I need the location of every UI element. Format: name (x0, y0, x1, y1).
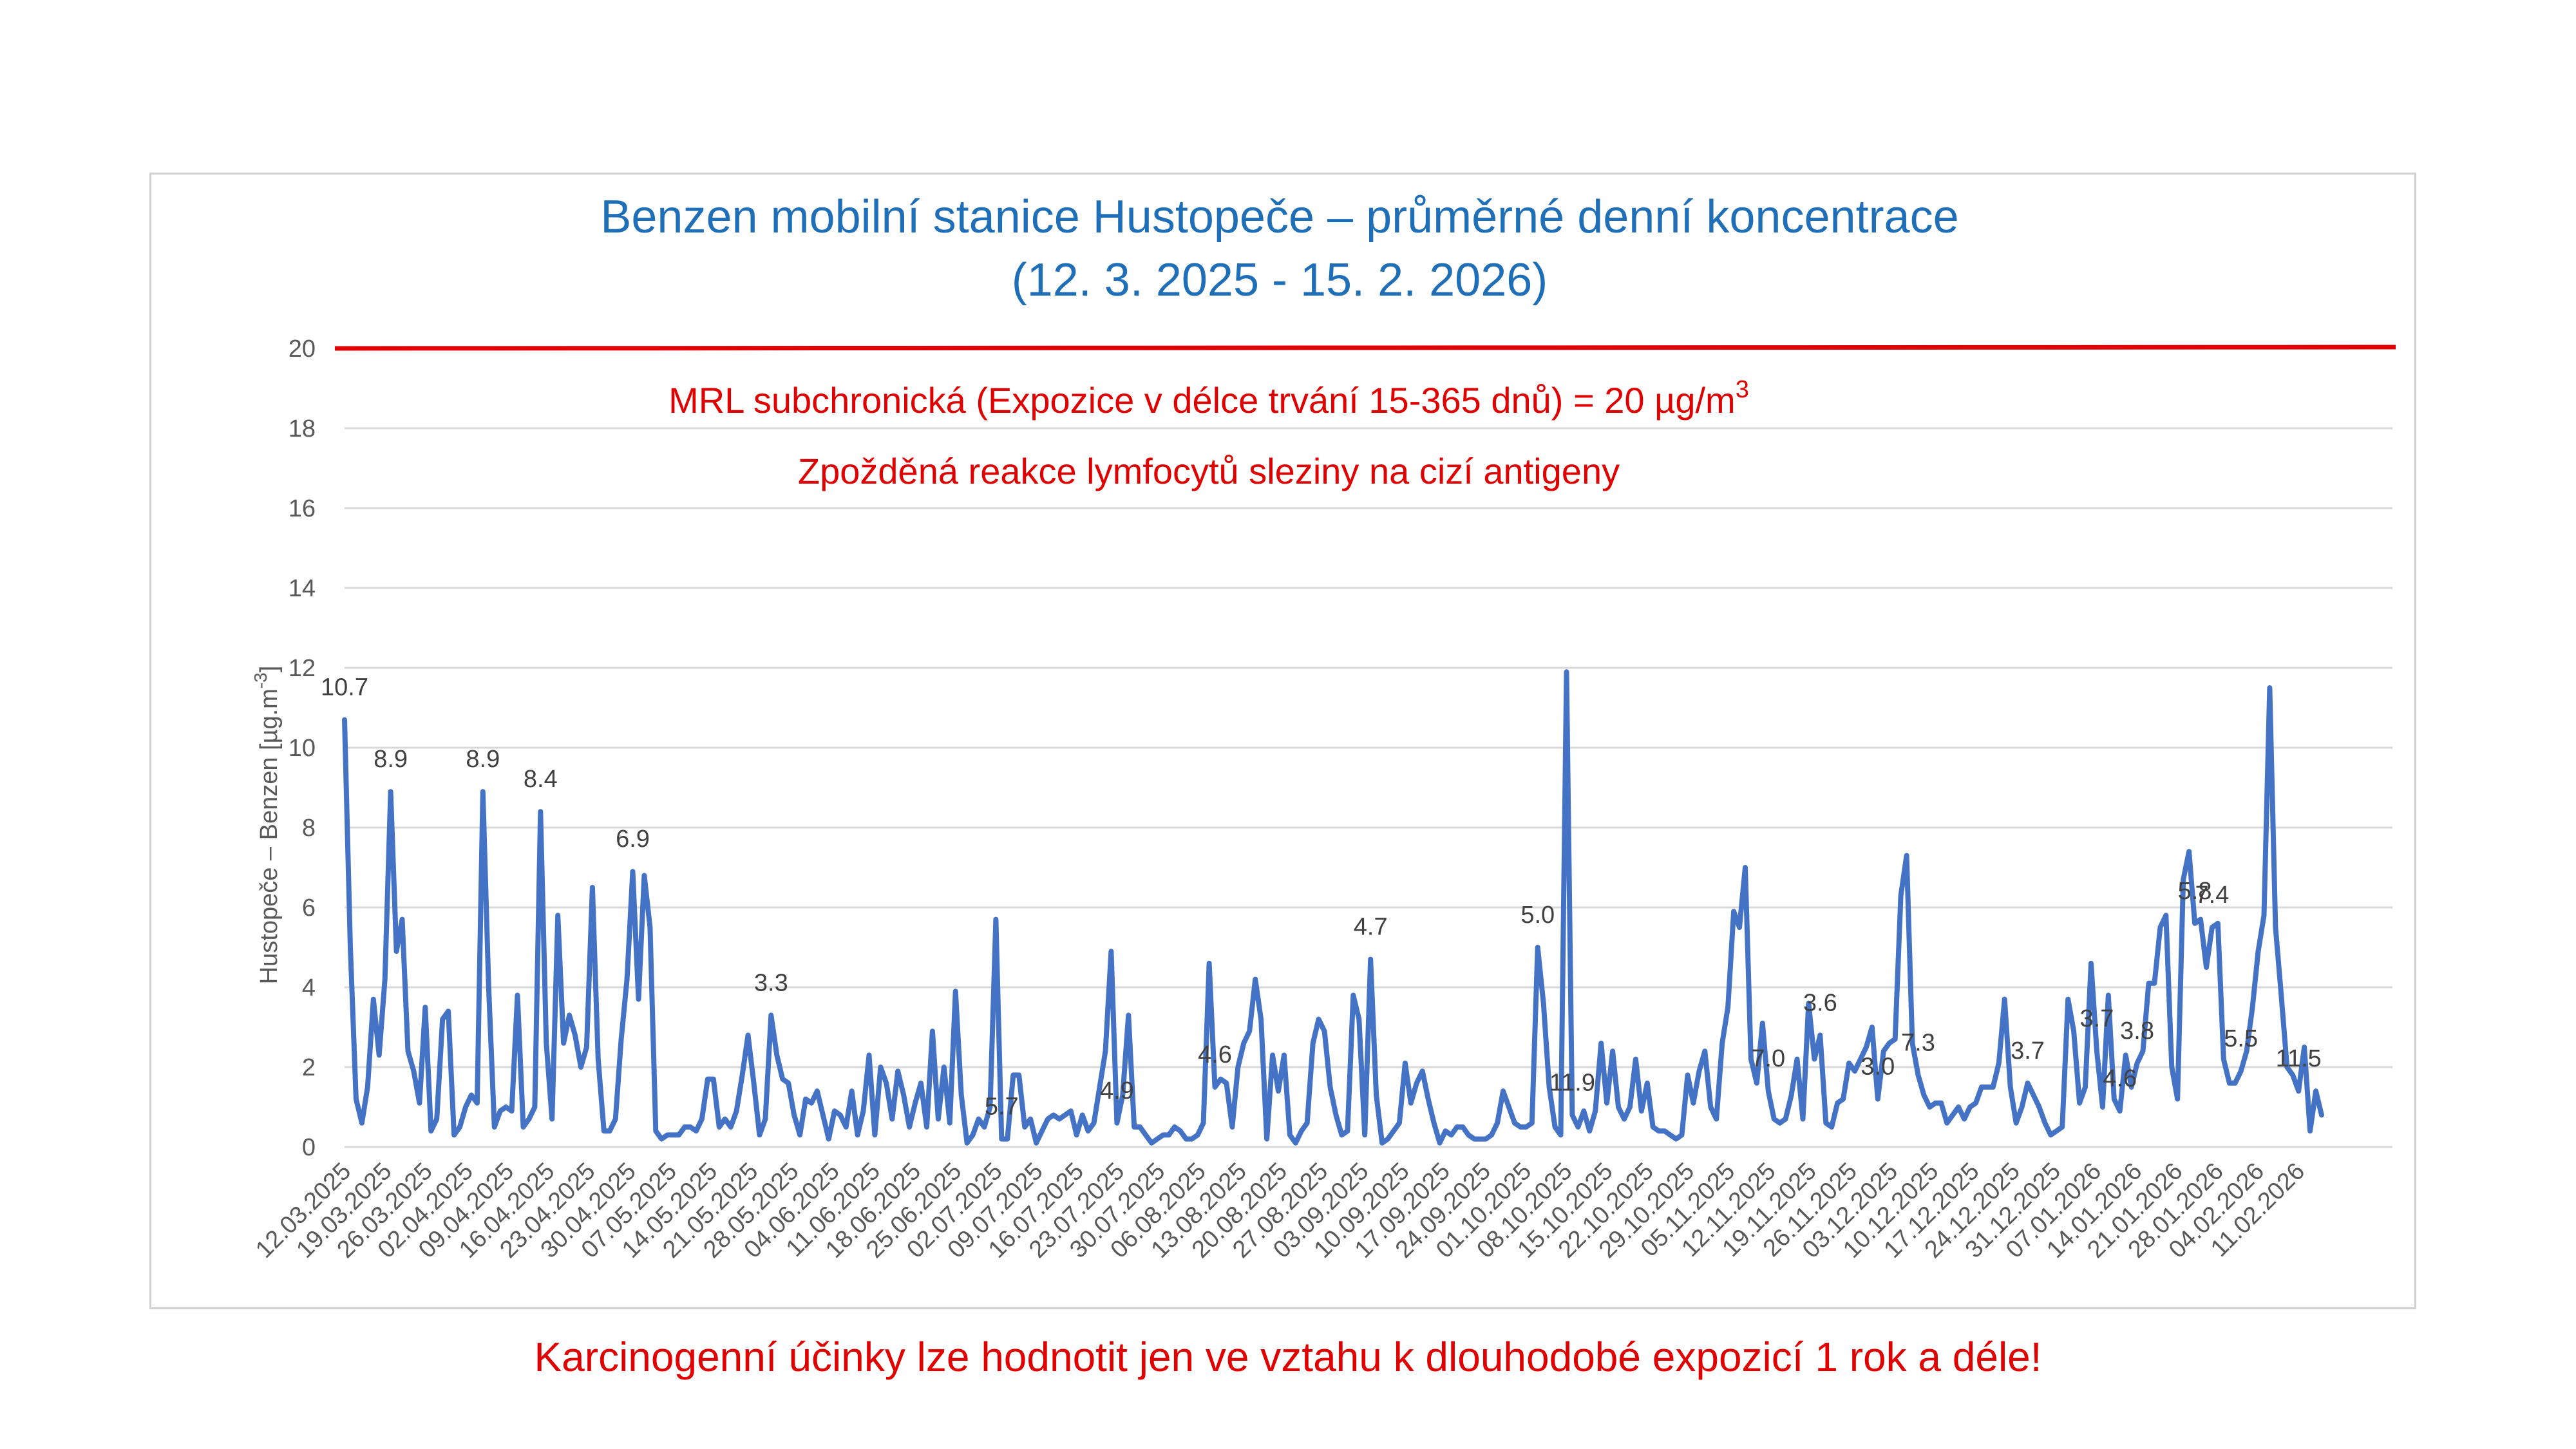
data-label: 8.9 (374, 746, 408, 773)
data-label: 5.5 (2224, 1025, 2258, 1052)
y-tick-label: 2 (302, 1054, 316, 1081)
y-axis-label-text: Hustopeče – Benzen [µg.m (256, 688, 283, 984)
data-label: 3.6 (1803, 989, 1837, 1016)
data-label: 8.4 (524, 766, 558, 793)
y-tick-label: 4 (302, 974, 316, 1001)
data-label: 7.0 (1751, 1045, 1785, 1072)
y-tick-label: 0 (302, 1134, 316, 1161)
data-label: 7.4 (2195, 882, 2230, 909)
gridlines (334, 345, 2396, 1148)
data-label: 6.9 (616, 826, 650, 853)
footer-note: Karcinogenní účinky lze hodnotit jen ve … (534, 1334, 2042, 1380)
data-label: 3.7 (2011, 1037, 2045, 1065)
data-labels: 10.7 8.9 8.9 8.4 6.9 3.3 5.7 4.9 4.6 4.7 5.0 11.9 7.… (321, 674, 2322, 1121)
data-label: 4.6 (1198, 1041, 1232, 1068)
chart-subtitle: (12. 3. 2025 - 15. 2. 2026) (1012, 254, 1548, 306)
data-label: 4.6 (2103, 1065, 2137, 1092)
y-tick-label: 14 (289, 575, 316, 602)
data-label: 7.3 (1901, 1029, 1935, 1056)
data-label: 3.8 (2120, 1018, 2154, 1045)
chart-frame: Benzen mobilní stanice Hustopeče – průmě… (149, 173, 2416, 1309)
mrl-annotation-text: MRL subchronická (Expozice v délce trván… (668, 380, 1736, 421)
y-tick-label: 10 (289, 735, 316, 762)
antigen-annotation: Zpožděná reakce lymfocytů sleziny na ciz… (798, 451, 1620, 491)
data-label: 3.3 (754, 969, 788, 996)
x-axis-ticks: 12.03.202519.03.202526.03.202502.04.2025… (251, 1158, 2310, 1264)
y-axis-ticks: 0 2 4 6 8 10 12 14 16 18 20 (289, 336, 316, 1161)
data-label: 10.7 (321, 674, 368, 701)
series-benzen (342, 669, 2324, 1146)
y-tick-label: 8 (302, 815, 316, 842)
data-label: 5.8 (2178, 878, 2212, 905)
y-tick-label: 20 (289, 336, 316, 363)
series-line (342, 669, 2324, 1146)
data-label: 8.9 (466, 746, 500, 773)
mrl-annotation-sup: 3 (1736, 376, 1749, 403)
data-label: 3.7 (2080, 1005, 2114, 1032)
data-label: 5.7 (985, 1094, 1019, 1121)
y-tick-label: 6 (302, 895, 316, 922)
y-tick-label: 16 (289, 495, 316, 522)
mrl-annotation: MRL subchronická (Expozice v délce trván… (668, 376, 1749, 421)
data-label: 4.9 (1100, 1077, 1134, 1104)
y-axis-label-close: ] (256, 666, 283, 673)
line-chart: Benzen mobilní stanice Hustopeče – průmě… (251, 191, 2396, 1264)
y-tick-label: 12 (289, 655, 316, 682)
y-axis-label-sup: -3 (251, 672, 270, 688)
chart-title: Benzen mobilní stanice Hustopeče – průmě… (600, 191, 1958, 243)
mrl-reference-line (334, 345, 2396, 351)
data-label: 11.5 (2276, 1045, 2322, 1072)
data-label: 5.0 (1520, 902, 1555, 929)
data-label: 4.7 (1354, 914, 1388, 941)
y-axis-label: Hustopeče – Benzen [µg.m-3] (251, 666, 283, 985)
data-label: 11.9 (1549, 1069, 1595, 1096)
y-tick-label: 18 (289, 415, 316, 442)
data-label: 3.0 (1861, 1054, 1895, 1081)
